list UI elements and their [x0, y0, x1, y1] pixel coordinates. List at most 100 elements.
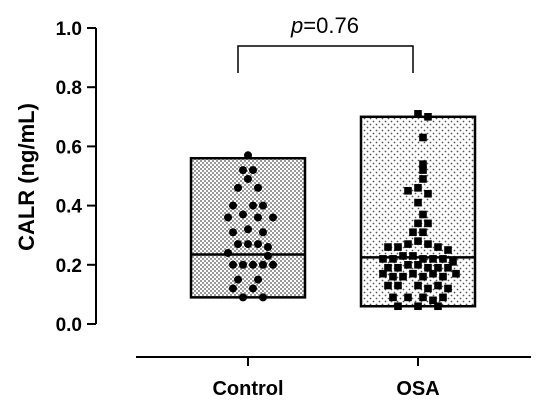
data-point-control [249, 260, 257, 269]
data-point-osa [414, 219, 422, 228]
data-point-control [249, 166, 257, 175]
y-tick-label: 0.6 [56, 137, 82, 158]
data-point-osa [404, 293, 412, 302]
data-point-osa [414, 198, 422, 207]
data-point-osa [449, 258, 457, 266]
data-point-osa [414, 302, 422, 311]
y-tick-label: 0.4 [56, 197, 83, 218]
data-point-osa [419, 210, 427, 219]
data-point-control [244, 240, 252, 249]
data-point-osa [404, 261, 412, 269]
data-point-control [259, 293, 267, 302]
range-box-osa [359, 115, 477, 308]
data-point-control [254, 213, 262, 222]
data-point-control [224, 213, 232, 222]
data-point-osa [419, 166, 427, 174]
data-point-control [234, 275, 242, 284]
data-point-osa [394, 281, 402, 290]
data-point-osa [414, 184, 422, 192]
data-point-control [254, 183, 262, 192]
data-point-osa [434, 302, 442, 311]
data-point-osa [404, 187, 412, 195]
data-point-osa [434, 263, 442, 272]
data-point-osa [399, 252, 407, 260]
data-point-osa [439, 255, 447, 263]
data-point-control [229, 228, 237, 237]
data-point-osa [439, 293, 447, 302]
data-point-control [234, 183, 242, 192]
p-value: =0.76 [303, 13, 359, 38]
data-point-osa [409, 269, 417, 278]
data-point-osa [444, 246, 452, 254]
data-point-control [229, 201, 237, 210]
data-point-osa [419, 272, 427, 281]
data-point-osa [394, 243, 402, 251]
data-point-osa [399, 272, 407, 281]
data-point-osa [444, 263, 452, 272]
data-point-osa [429, 255, 437, 263]
y-tick-label: 0.0 [56, 315, 82, 336]
data-point-osa [434, 243, 442, 251]
data-point-control [264, 243, 272, 252]
significance-annotation: p=0.76 [237, 13, 414, 73]
p-symbol: p [290, 13, 303, 38]
y-tick-label: 0.2 [56, 256, 82, 277]
data-point-control [259, 228, 267, 237]
x-category-label: Control [212, 378, 283, 400]
data-point-osa [419, 293, 427, 302]
significance-bracket [237, 45, 414, 73]
y-tick-label: 0.8 [56, 78, 82, 99]
data-point-osa [414, 261, 422, 269]
x-axis: Control OSA [136, 356, 531, 400]
p-value-label: p=0.76 [290, 13, 359, 38]
data-point-control [229, 284, 237, 293]
data-point-osa [389, 293, 397, 302]
data-point-osa [424, 284, 432, 293]
data-point-control [244, 174, 252, 183]
data-point-osa [384, 281, 392, 290]
data-point-control [244, 151, 252, 160]
x-category-label: OSA [396, 378, 439, 400]
data-point-osa [444, 284, 452, 293]
data-point-control [249, 201, 257, 210]
data-point-osa [409, 228, 417, 237]
data-point-osa [404, 240, 412, 248]
data-point-control [239, 293, 247, 302]
data-point-osa [389, 272, 397, 281]
data-point-control [259, 201, 267, 210]
data-point-control [264, 251, 272, 260]
data-point-control [254, 275, 262, 284]
data-point-osa [419, 133, 427, 142]
data-point-osa [409, 252, 417, 260]
data-point-osa [429, 269, 437, 278]
data-point-osa [384, 263, 392, 272]
data-point-osa [424, 240, 432, 248]
data-point-osa [389, 255, 397, 263]
data-point-osa [424, 263, 432, 272]
data-point-osa [384, 243, 392, 251]
data-point-osa [424, 189, 432, 198]
data-point-osa [419, 228, 427, 237]
data-point-control [239, 210, 247, 219]
data-point-osa [419, 175, 427, 183]
data-point-control [254, 240, 262, 249]
data-point-osa [424, 113, 432, 121]
data-point-osa [414, 110, 422, 118]
y-axis: 0.0 0.2 0.4 0.6 0.8 1.0 [56, 19, 97, 336]
data-points [224, 110, 460, 311]
y-tick-label: 1.0 [56, 19, 82, 40]
data-point-control [244, 225, 252, 234]
data-point-osa [429, 296, 437, 305]
data-point-osa [419, 255, 427, 263]
y-axis-title: CALR (ng/mL) [14, 103, 39, 251]
data-point-osa [419, 160, 427, 168]
data-point-osa [394, 302, 402, 311]
data-boxes [189, 115, 477, 308]
data-point-control [229, 260, 237, 269]
data-point-osa [439, 272, 447, 281]
data-point-control [239, 260, 247, 269]
data-point-control [224, 248, 232, 257]
data-point-osa [379, 269, 387, 278]
data-point-control [239, 166, 247, 175]
